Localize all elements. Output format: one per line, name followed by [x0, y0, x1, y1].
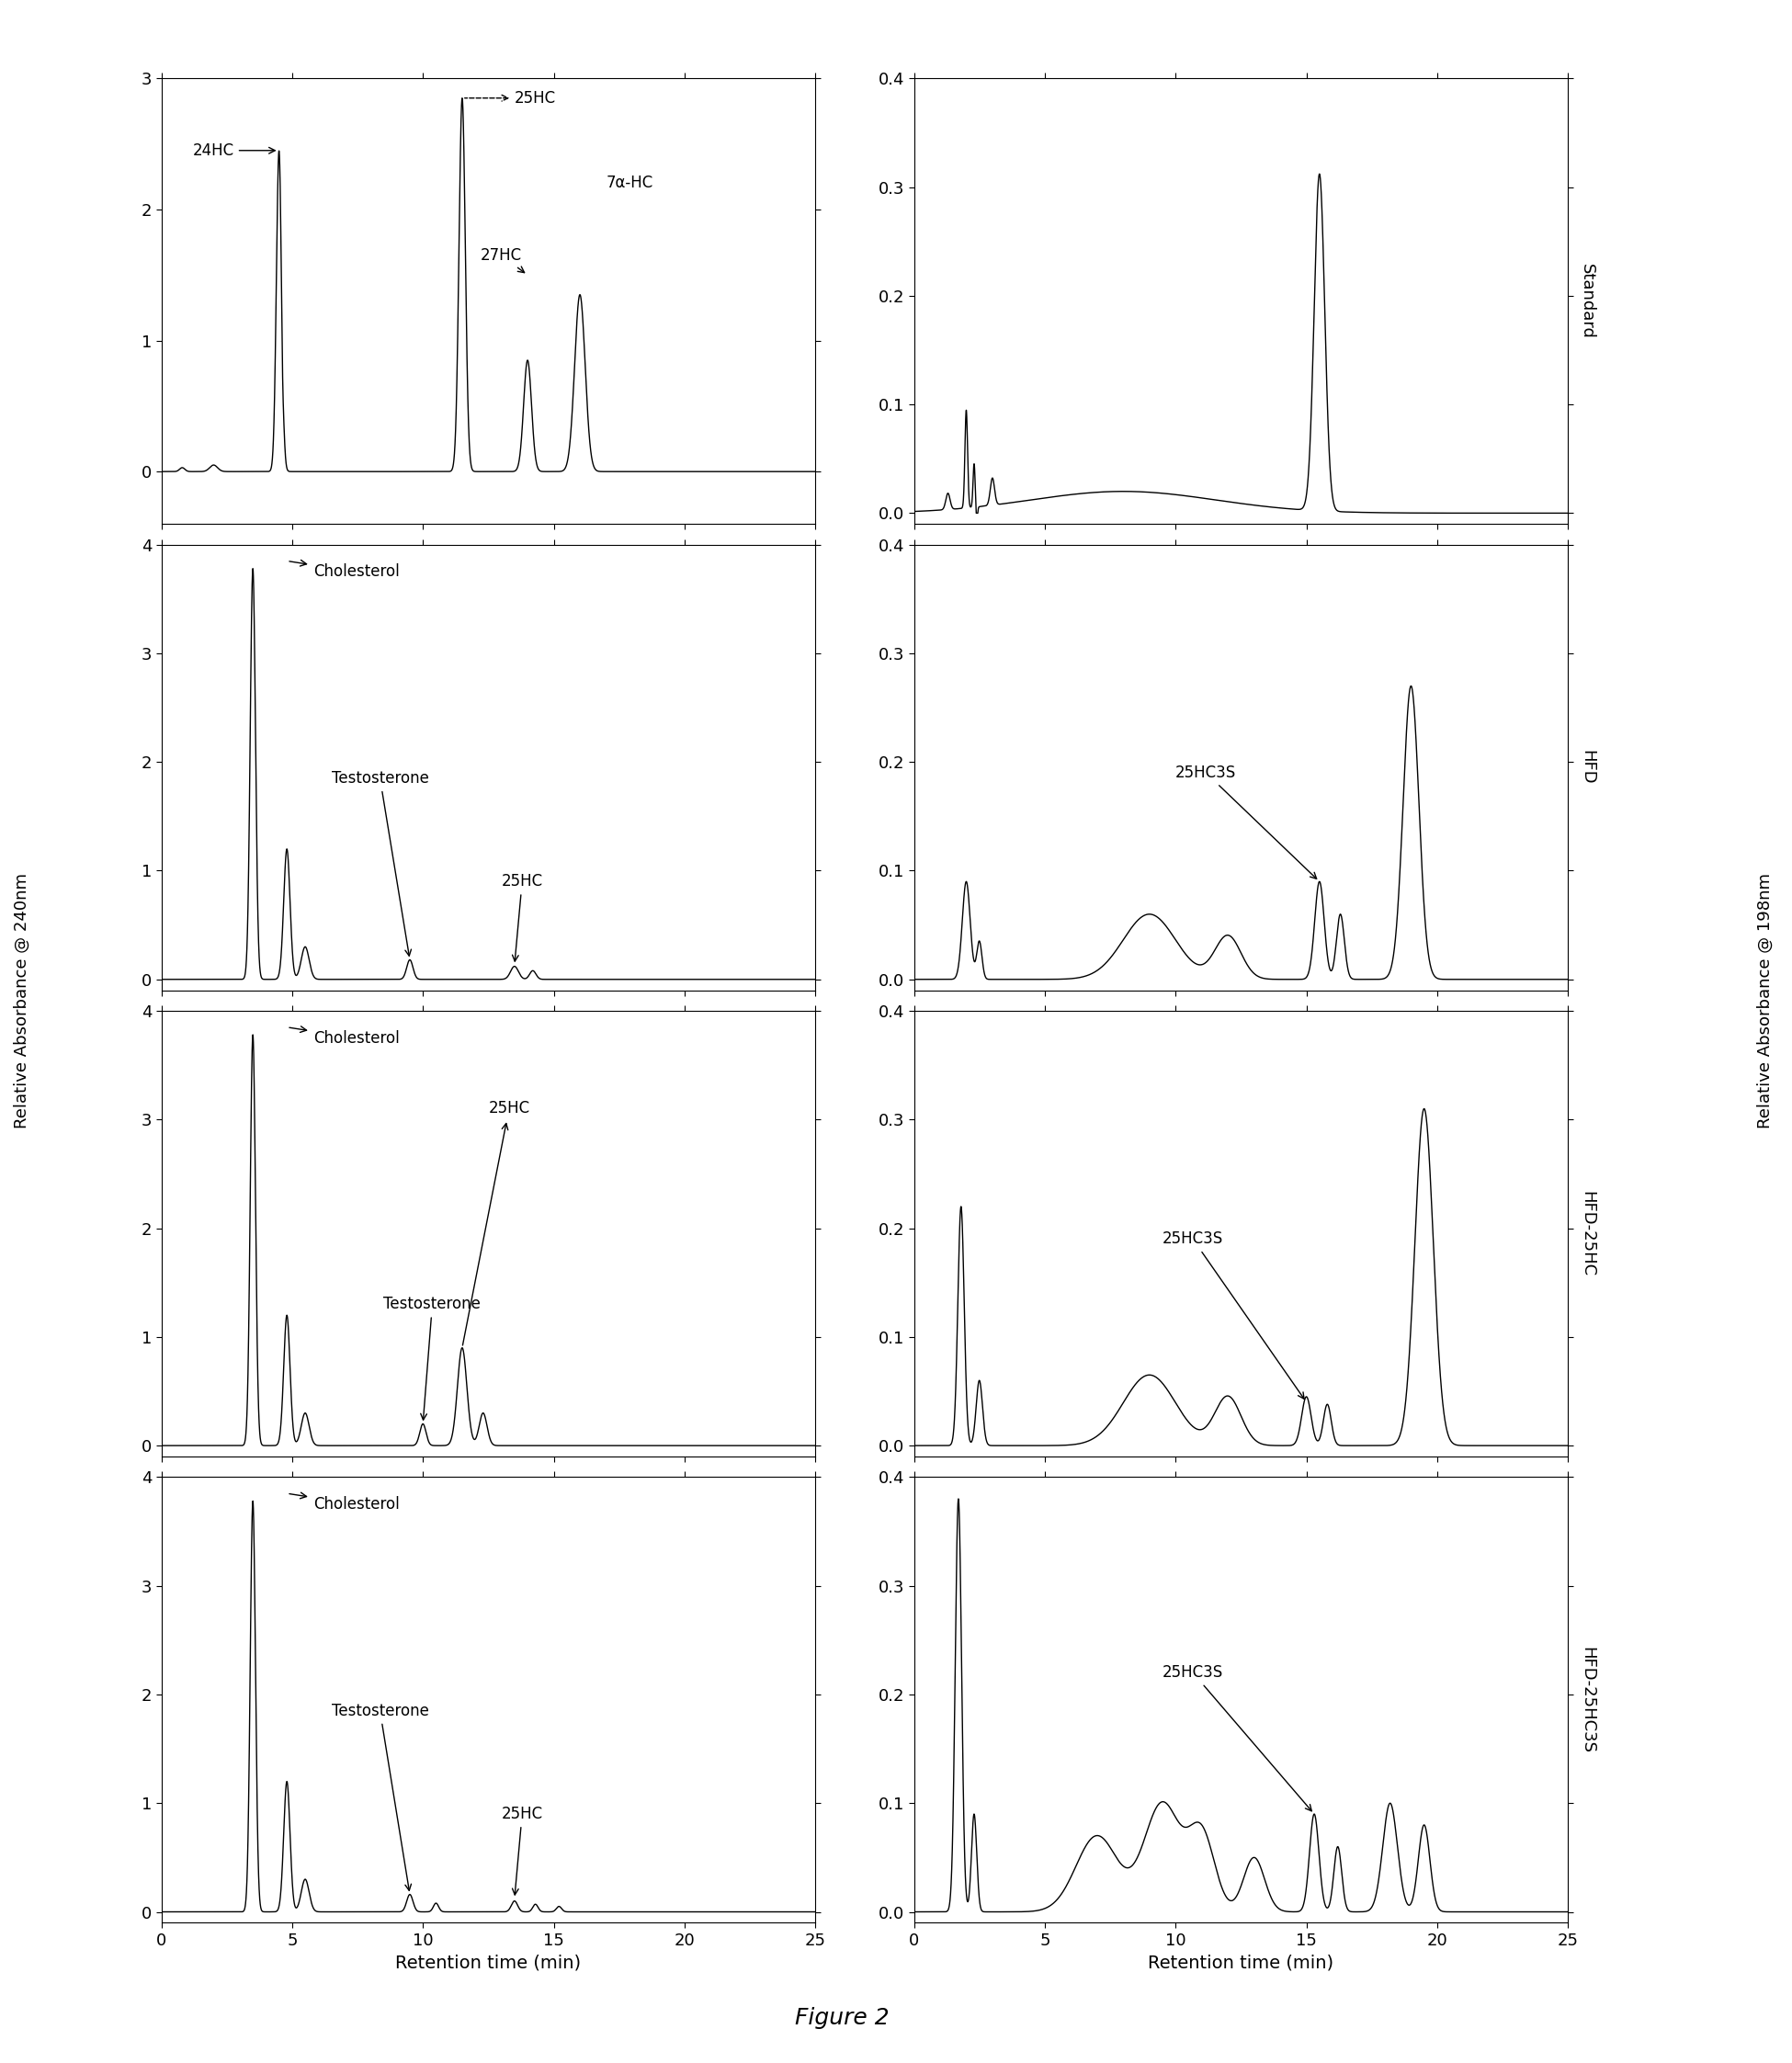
- X-axis label: Retention time (min): Retention time (min): [1149, 1954, 1333, 1972]
- Text: Cholesterol: Cholesterol: [289, 559, 400, 580]
- Text: Cholesterol: Cholesterol: [289, 1025, 400, 1046]
- Text: Standard: Standard: [1579, 264, 1595, 338]
- Text: 7α-HC: 7α-HC: [606, 175, 652, 192]
- Text: Testosterone: Testosterone: [383, 1296, 480, 1419]
- Text: 27HC: 27HC: [480, 248, 525, 272]
- Text: Relative Absorbance @ 198nm: Relative Absorbance @ 198nm: [1756, 873, 1774, 1128]
- Text: 25HC3S: 25HC3S: [1163, 1232, 1305, 1399]
- Text: Figure 2: Figure 2: [796, 2007, 889, 2028]
- Text: 25HC3S: 25HC3S: [1163, 1665, 1312, 1811]
- Text: HFD: HFD: [1579, 751, 1595, 784]
- Text: Relative Absorbance @ 240nm: Relative Absorbance @ 240nm: [13, 873, 30, 1128]
- Text: Testosterone: Testosterone: [332, 769, 428, 955]
- Text: 25HC: 25HC: [502, 873, 543, 961]
- Text: Testosterone: Testosterone: [332, 1702, 428, 1890]
- Text: Cholesterol: Cholesterol: [289, 1492, 400, 1512]
- Text: 25HC: 25HC: [464, 91, 556, 107]
- Text: 24HC: 24HC: [194, 142, 274, 159]
- Text: 25HC: 25HC: [502, 1805, 543, 1894]
- Text: HFD-25HC3S: HFD-25HC3S: [1579, 1646, 1595, 1754]
- Text: 25HC: 25HC: [462, 1100, 530, 1345]
- Text: 25HC3S: 25HC3S: [1176, 765, 1317, 879]
- X-axis label: Retention time (min): Retention time (min): [396, 1954, 581, 1972]
- Text: HFD-25HC: HFD-25HC: [1579, 1190, 1595, 1277]
